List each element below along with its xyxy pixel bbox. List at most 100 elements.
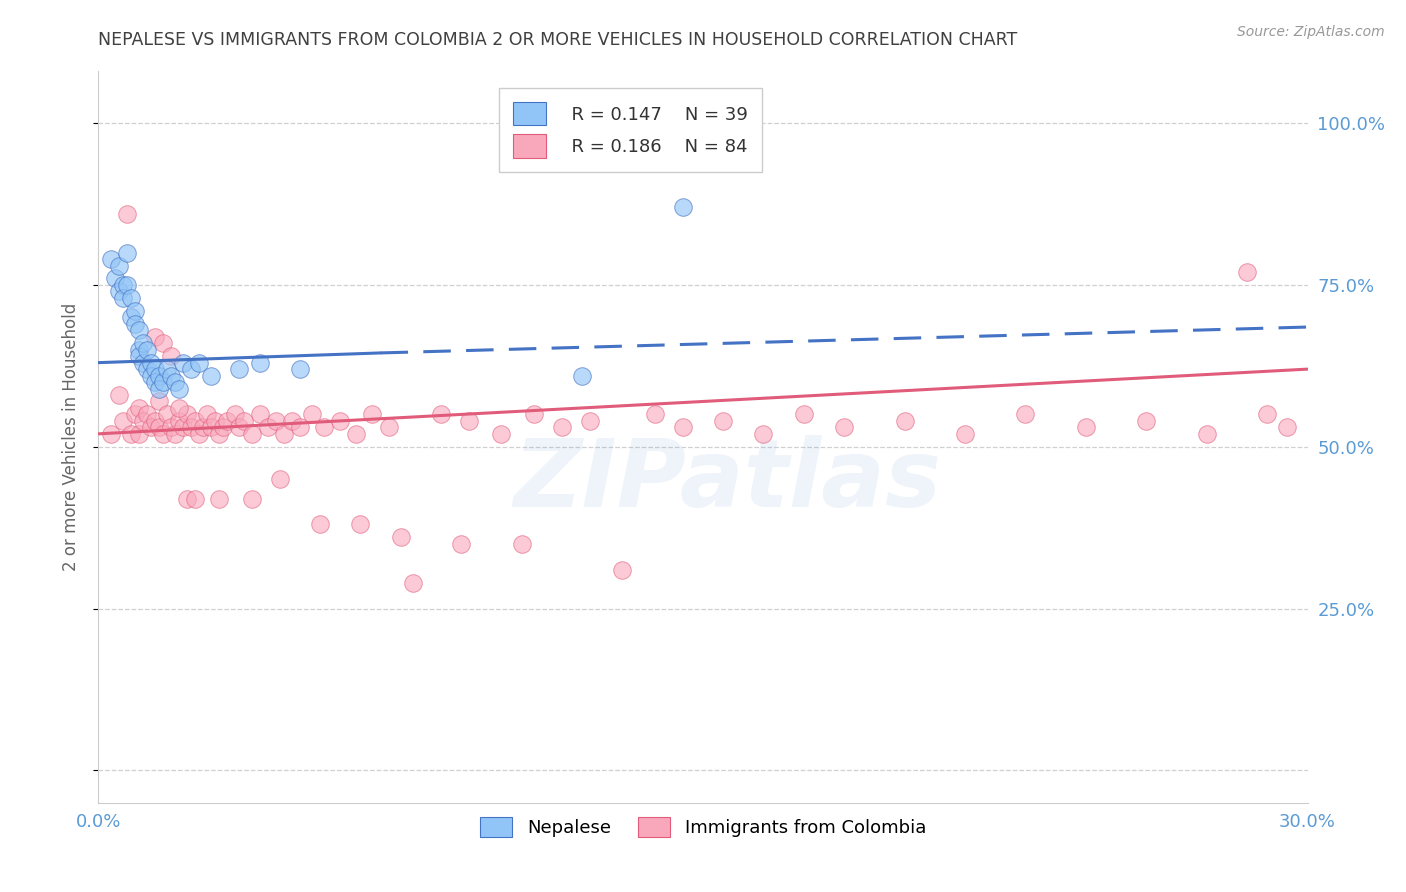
Point	[273, 426, 295, 441]
Point	[752, 426, 775, 441]
Point	[103, 271, 125, 285]
Point	[132, 356, 155, 370]
Point	[1236, 265, 1258, 279]
Point	[200, 368, 222, 383]
Point	[510, 537, 533, 551]
Point	[430, 408, 453, 422]
Point	[160, 368, 183, 383]
Point	[188, 356, 211, 370]
Point	[156, 408, 179, 422]
Point	[389, 530, 412, 544]
Point	[1135, 414, 1157, 428]
Point	[208, 491, 231, 506]
Point	[128, 323, 150, 337]
Point	[184, 491, 207, 506]
Point	[148, 368, 170, 383]
Point	[523, 408, 546, 422]
Point	[1195, 426, 1218, 441]
Point	[224, 408, 246, 422]
Point	[160, 349, 183, 363]
Point	[167, 382, 190, 396]
Text: NEPALESE VS IMMIGRANTS FROM COLOMBIA 2 OR MORE VEHICLES IN HOUSEHOLD CORRELATION: NEPALESE VS IMMIGRANTS FROM COLOMBIA 2 O…	[98, 31, 1018, 49]
Point	[193, 420, 215, 434]
Point	[612, 563, 634, 577]
Point	[249, 408, 271, 422]
Point	[176, 491, 198, 506]
Point	[309, 517, 332, 532]
Point	[120, 310, 142, 325]
Point	[893, 414, 915, 428]
Point	[143, 330, 166, 344]
Point	[402, 575, 425, 590]
Point	[143, 362, 166, 376]
Point	[832, 420, 855, 434]
Point	[458, 414, 481, 428]
Point	[1256, 408, 1278, 422]
Point	[228, 362, 250, 376]
Point	[124, 408, 146, 422]
Point	[148, 394, 170, 409]
Point	[107, 285, 129, 299]
Point	[212, 420, 235, 434]
Point	[115, 207, 138, 221]
Point	[176, 408, 198, 422]
Point	[256, 420, 278, 434]
Point	[120, 426, 142, 441]
Text: ZIPatlas: ZIPatlas	[513, 435, 941, 527]
Point	[208, 426, 231, 441]
Point	[249, 356, 271, 370]
Point	[132, 336, 155, 351]
Point	[148, 420, 170, 434]
Point	[135, 362, 157, 376]
Point	[204, 414, 226, 428]
Point	[111, 291, 134, 305]
Point	[1014, 408, 1036, 422]
Point	[180, 362, 202, 376]
Point	[107, 388, 129, 402]
Point	[450, 537, 472, 551]
Point	[167, 401, 190, 415]
Point	[344, 426, 367, 441]
Legend: Nepalese, Immigrants from Colombia: Nepalese, Immigrants from Colombia	[471, 807, 935, 847]
Point	[135, 343, 157, 357]
Point	[135, 408, 157, 422]
Point	[180, 420, 202, 434]
Point	[163, 375, 186, 389]
Point	[571, 368, 593, 383]
Point	[172, 356, 194, 370]
Point	[228, 420, 250, 434]
Point	[281, 414, 304, 428]
Point	[361, 408, 384, 422]
Point	[156, 362, 179, 376]
Point	[672, 200, 695, 214]
Point	[152, 375, 174, 389]
Point	[115, 245, 138, 260]
Point	[120, 291, 142, 305]
Point	[143, 375, 166, 389]
Point	[139, 356, 162, 370]
Point	[124, 303, 146, 318]
Point	[551, 420, 574, 434]
Point	[644, 408, 666, 422]
Point	[128, 401, 150, 415]
Point	[240, 491, 263, 506]
Point	[111, 277, 134, 292]
Point	[377, 420, 399, 434]
Point	[672, 420, 695, 434]
Point	[139, 420, 162, 434]
Point	[139, 368, 162, 383]
Point	[288, 420, 311, 434]
Point	[195, 408, 218, 422]
Point	[128, 349, 150, 363]
Point	[111, 414, 134, 428]
Point	[128, 343, 150, 357]
Point	[163, 426, 186, 441]
Y-axis label: 2 or more Vehicles in Household: 2 or more Vehicles in Household	[62, 303, 80, 571]
Point	[115, 277, 138, 292]
Point	[152, 426, 174, 441]
Point	[579, 414, 602, 428]
Point	[160, 420, 183, 434]
Point	[152, 336, 174, 351]
Point	[349, 517, 371, 532]
Point	[329, 414, 352, 428]
